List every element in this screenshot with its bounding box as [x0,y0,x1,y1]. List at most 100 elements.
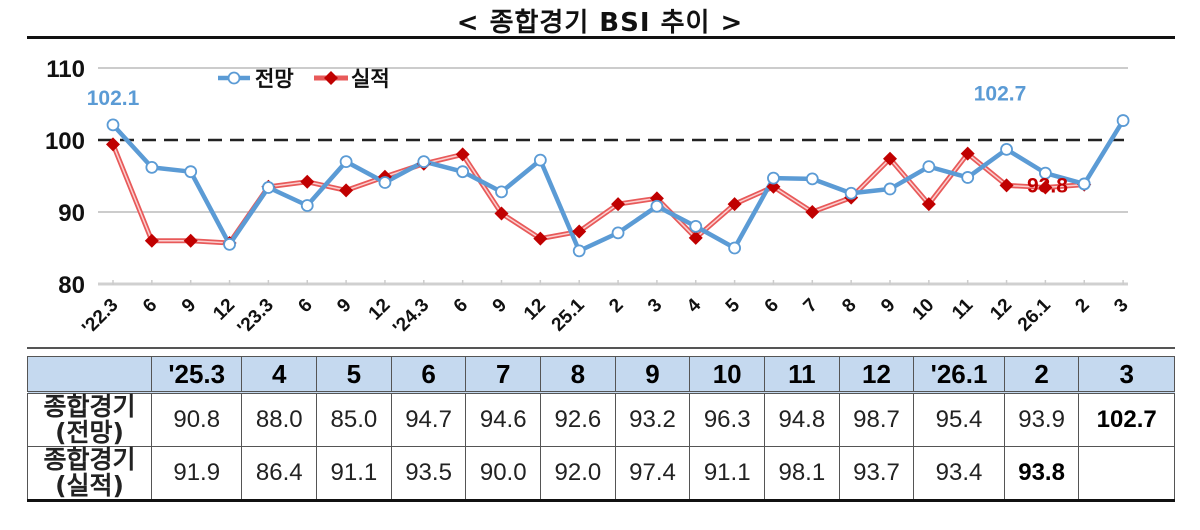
table-cell: 102.7 [1078,392,1175,447]
actual-marker [921,197,936,212]
legend-actual-marker [324,71,338,85]
table-cell: 90.0 [465,446,542,502]
forecast-marker [961,171,975,184]
forecast-marker [495,185,508,199]
table-cell: 95.4 [913,392,1005,447]
x-tick-label: 9 [178,295,200,317]
table-row: 종합경기 (전망) 90.8 88.0 85.0 94.7 94.6 92.6 93.2 96.3… [27,392,1175,447]
table-cell: 93.2 [614,392,691,447]
table-header-cell: 5 [316,356,392,394]
table-header-cell: 10 [689,356,766,394]
table-cell: 86.4 [241,446,318,502]
x-tick-label: 25.1 [548,294,589,335]
forecast-marker [922,160,936,174]
forecast-marker [106,118,120,132]
table-cell: 93.8 [1003,446,1080,502]
actual-marker [144,233,159,248]
table-row: 종합경기 (실적) 91.9 86.4 91.1 93.5 90.0 92.0 97.4 91.1… [27,446,1175,502]
actual-marker [688,230,703,245]
forecast-marker [883,182,897,196]
table-cell: 85.0 [316,392,392,447]
forecast-marker [1116,114,1130,127]
actual-marker [455,147,470,162]
x-tick-label: 2 [1071,295,1093,317]
legend-forecast-marker [227,71,241,85]
table-header-cell: 3 [1078,356,1175,394]
x-tick-label: 12 [209,295,239,325]
actual-marker [611,197,626,212]
actual-marker [300,174,315,189]
forecast-marker [572,244,586,258]
forecast-marker [728,241,741,255]
table-header-cell: 11 [764,356,840,394]
table-cell: 97.4 [614,446,691,502]
forecast-marker [611,226,625,240]
y-tick-label: 90 [58,200,85,227]
bottom-rule [27,347,1175,349]
x-tick-label: 8 [838,295,860,317]
actual-marker [106,137,120,152]
x-tick-label: '24.3 [389,295,433,339]
forecast-marker [417,155,431,168]
table-header-cell: 6 [390,356,467,394]
forecast-marker [456,165,470,179]
forecast-marker [689,219,703,233]
table-header-cell: 9 [614,356,691,394]
actual-marker [999,178,1014,193]
table-header-cell: 2 [1003,356,1080,394]
actual-marker [533,231,548,246]
forecast-marker [1039,166,1052,180]
table-cell: 98.7 [838,392,915,447]
table-header-cell: '26.1 [913,356,1005,394]
x-tick-label: '23.3 [234,295,278,339]
actual-marker [183,233,198,248]
forecast-marker [223,237,236,251]
actual-marker [572,224,587,239]
actual-marker [339,183,354,198]
table-cell: 94.8 [764,392,840,447]
forecast-marker [339,155,353,168]
table-header-row: '25.3 4 5 6 7 8 9 10 11 12'26.1 2 3 [27,356,1175,394]
x-tick-label: '22.3 [78,295,122,339]
table-cell: 92.6 [540,392,616,447]
row-label: 종합경기 (실적) [27,446,152,502]
annotation-last-actual: 93.8 [1027,175,1068,198]
x-tick-label: 9 [489,295,511,317]
x-tick-label: 9 [877,295,899,317]
actual-marker [960,146,975,161]
legend-actual-label: 실적 [351,67,390,91]
forecast-marker [378,176,392,189]
forecast-marker [650,199,664,213]
table-header-cell: '25.3 [150,356,243,394]
table-cell: 93.7 [838,446,915,502]
actual-marker [494,206,509,221]
table-cell: 90.8 [150,392,243,447]
legend-forecast-label: 전망 [255,67,294,91]
y-tick-label: 100 [45,128,85,155]
top-rule [27,36,1175,39]
table-cell: 92.0 [540,446,616,502]
x-tick-label: 12 [520,295,550,325]
data-table: '25.3 4 5 6 7 8 9 10 11 12'26.1 2 3 종합경기 (전망) 90.8 88.… [27,356,1175,502]
x-tick-label: 12 [986,295,1016,325]
forecast-marker [1000,142,1013,156]
x-tick-label: 3 [644,295,666,317]
table-header-corner [27,356,152,394]
actual-marker [883,151,897,166]
forecast-marker [533,153,547,167]
table-cell: 96.3 [689,392,766,447]
table-header-cell: 8 [540,356,616,394]
x-tick-label: 3 [1110,295,1132,317]
x-tick-label: 4 [683,294,706,317]
row-label: 종합경기 (전망) [27,392,152,447]
x-tick-label: 6 [294,295,316,317]
forecast-marker [805,172,819,186]
actual-marker [805,205,820,219]
actual-line-inner [112,144,1085,244]
x-tick-label: 10 [909,295,939,325]
table-header-cell: 7 [465,356,542,394]
table-cell: 94.6 [465,392,542,447]
actual-marker [727,197,742,212]
x-tick-label: 26.1 [1014,294,1055,335]
